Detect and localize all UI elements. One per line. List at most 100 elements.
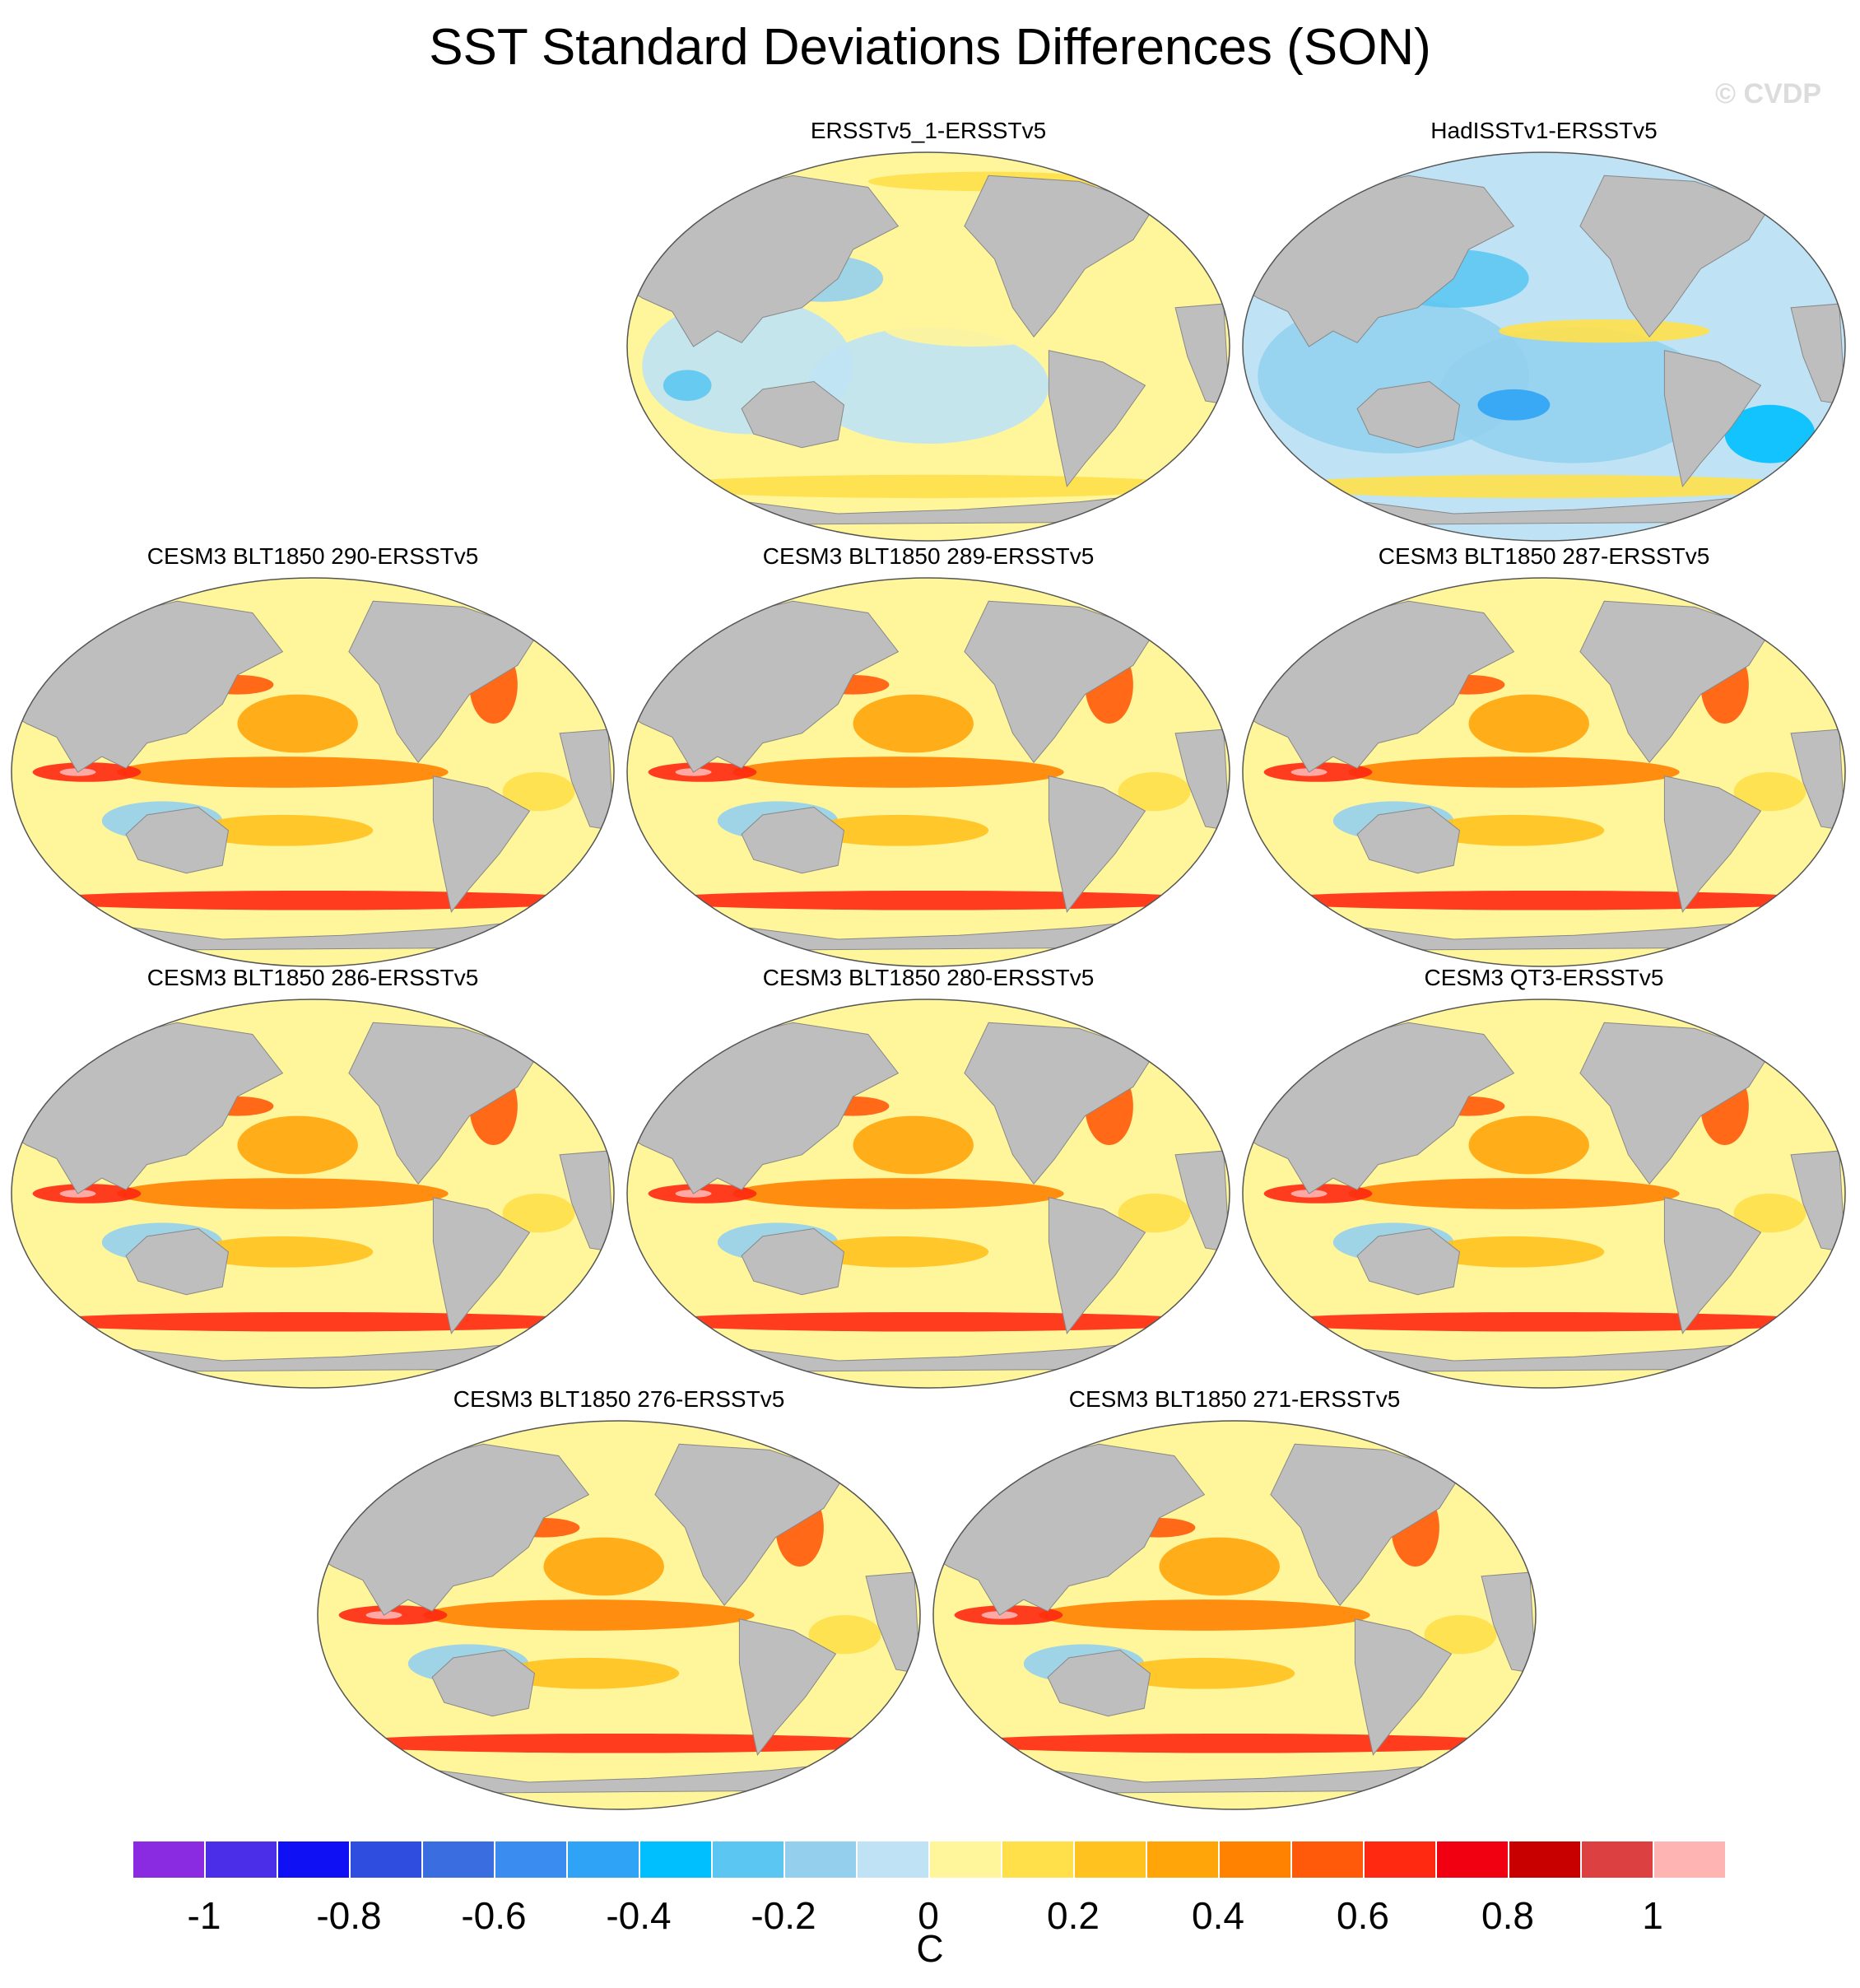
colorbar-tick-label: 0: [918, 1894, 939, 1937]
anomaly-region: [1114, 1657, 1295, 1689]
anomaly-region: [1477, 389, 1551, 421]
world-map: [317, 1420, 921, 1810]
anomaly-region: [948, 1733, 1521, 1753]
land-samer: [738, 1618, 837, 1757]
colorbar-box: [711, 1841, 784, 1878]
anomaly-region: [808, 1615, 881, 1655]
map-outline: [317, 1420, 921, 1810]
colorbar-box: [1146, 1841, 1218, 1878]
anomaly-region: [807, 814, 989, 846]
colorbar-tick-label: 0.4: [1192, 1894, 1244, 1937]
colorbar-box: [132, 1841, 204, 1878]
land-austr: [431, 1649, 536, 1717]
world-map: [1242, 577, 1846, 967]
anomaly-region: [1348, 757, 1680, 788]
panel-title: CESM3 BLT1850 289-ERSSTv5: [762, 543, 1095, 569]
colorbar-box: [1218, 1841, 1290, 1878]
colorbar-box: [639, 1841, 711, 1878]
world-map: [11, 999, 615, 1389]
anomaly-region: [1733, 1194, 1807, 1233]
colorbar-box: [1435, 1841, 1508, 1878]
map-panel: CESM3 BLT1850 290-ERSSTv5: [10, 543, 616, 971]
land-samer: [1048, 350, 1146, 488]
colorbar-tick-label: -0.8: [316, 1894, 382, 1937]
anomaly-region: [1258, 890, 1830, 910]
land-austr: [1356, 1227, 1461, 1296]
land-samer: [1048, 775, 1146, 914]
world-map: [626, 999, 1230, 1389]
anomaly-region: [502, 1194, 575, 1233]
map-outline: [626, 999, 1230, 1389]
anomaly-region: [192, 814, 374, 846]
land-austr: [125, 1227, 230, 1296]
map-outline: [11, 999, 615, 1389]
panel-title: CESM3 QT3-ERSSTv5: [1424, 965, 1664, 990]
anomaly-region: [853, 1115, 974, 1175]
land-austr: [1356, 380, 1461, 449]
anomaly-region: [642, 890, 1215, 910]
map-outline: [1242, 999, 1846, 1389]
anomaly-region: [1423, 1236, 1605, 1268]
colorbar-box: [928, 1841, 1001, 1878]
anomaly-region: [1468, 694, 1589, 753]
map-outline: [1242, 151, 1846, 542]
colorbar-box: [1653, 1841, 1725, 1878]
anomaly-region: [657, 474, 1200, 499]
land-austr: [1356, 806, 1461, 874]
map-outline: [626, 577, 1230, 967]
anomaly-region: [237, 1115, 358, 1175]
anomaly-region: [423, 1599, 755, 1631]
land-austr: [125, 806, 230, 874]
land-austr: [741, 380, 845, 449]
anomaly-region: [1468, 1115, 1589, 1175]
anomaly-region: [883, 307, 1064, 347]
map-panel: HadISSTv1-ERSSTv5: [1241, 118, 1847, 546]
anomaly-region: [1733, 772, 1807, 812]
anomaly-region: [807, 327, 1049, 444]
colorbar-box: [1073, 1841, 1146, 1878]
panel-title: CESM3 BLT1850 280-ERSSTv5: [762, 965, 1095, 990]
panel-title: CESM3 BLT1850 286-ERSSTv5: [146, 965, 479, 990]
world-map: [626, 151, 1230, 542]
world-map: [1242, 999, 1846, 1389]
colorbar-tick-label: -0.4: [606, 1894, 672, 1937]
land-austr: [741, 1227, 845, 1296]
colorbar-box: [494, 1841, 566, 1878]
land-austr: [1047, 1649, 1151, 1717]
map-panel: CESM3 BLT1850 276-ERSSTv5: [316, 1386, 922, 1814]
map-panel: CESM3 BLT1850 271-ERSSTv5: [932, 1386, 1537, 1814]
colorbar-box: [349, 1841, 421, 1878]
colorbar-box: [1508, 1841, 1580, 1878]
anomaly-region: [543, 1537, 664, 1596]
map-panel: CESM3 BLT1850 286-ERSSTv5: [10, 965, 616, 1393]
colorbar-tick-label: -0.6: [461, 1894, 527, 1937]
land-samer: [1048, 1197, 1146, 1335]
colorbar-box: [1363, 1841, 1435, 1878]
panel-title: ERSSTv5_1-ERSSTv5: [810, 118, 1047, 143]
colorbar-box: [856, 1841, 928, 1878]
anomaly-region: [807, 1236, 989, 1268]
anomaly-region: [332, 1733, 905, 1753]
anomaly-region: [1159, 1537, 1280, 1596]
anomaly-region: [1039, 1599, 1370, 1631]
colorbar-box: [784, 1841, 856, 1878]
anomaly-region: [192, 1236, 374, 1268]
colorbar-units: C: [916, 1927, 944, 1970]
map-outline: [626, 151, 1230, 542]
world-map: [626, 577, 1230, 967]
map-panel: CESM3 BLT1850 289-ERSSTv5: [625, 543, 1231, 971]
world-map: [932, 1420, 1537, 1810]
colorbar-box: [204, 1841, 277, 1878]
anomaly-region: [642, 1311, 1215, 1332]
land-samer: [1663, 1197, 1762, 1335]
anomaly-region: [26, 890, 599, 910]
land-samer: [1663, 775, 1762, 914]
anomaly-region: [1348, 1178, 1680, 1209]
world-map: [11, 577, 615, 967]
colorbar-box: [1001, 1841, 1073, 1878]
colorbar-tick-label: -0.2: [751, 1894, 816, 1937]
map-panel: CESM3 BLT1850 287-ERSSTv5: [1241, 543, 1847, 971]
world-map: [1242, 151, 1846, 542]
anomaly-region: [1423, 814, 1605, 846]
anomaly-region: [502, 772, 575, 812]
